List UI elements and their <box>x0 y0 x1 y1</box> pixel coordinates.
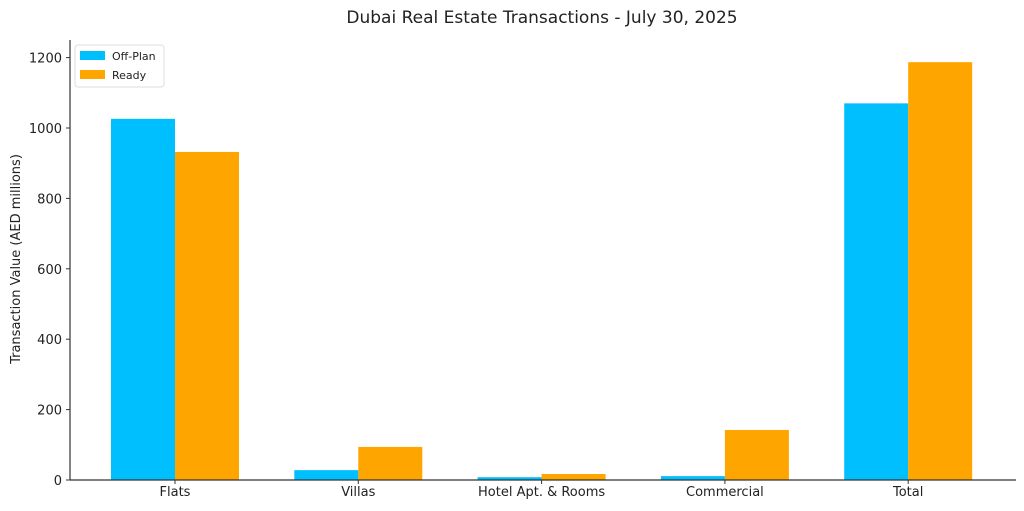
x-tick-label: Total <box>892 485 923 500</box>
y-tick-label: 0 <box>54 474 62 489</box>
x-tick-label: Villas <box>341 485 375 500</box>
bar-off-plan-3 <box>660 476 725 480</box>
bar-off-plan-2 <box>477 477 542 480</box>
y-tick-label: 800 <box>37 192 62 207</box>
legend-label: Ready <box>112 69 147 82</box>
bar-ready-1 <box>358 446 423 480</box>
bar-ready-3 <box>724 430 789 480</box>
bar-off-plan-4 <box>844 103 909 481</box>
y-axis-label: Transaction Value (AED millions) <box>9 154 24 365</box>
x-tick-label: Flats <box>160 485 191 500</box>
legend-swatch <box>80 70 105 79</box>
y-tick-label: 600 <box>37 263 62 278</box>
x-tick-label: Commercial <box>686 485 764 500</box>
legend-swatch <box>80 51 105 60</box>
bar-ready-0 <box>175 151 239 480</box>
y-tick-label: 200 <box>37 404 62 419</box>
bar-off-plan-0 <box>111 118 175 481</box>
legend-label: Off-Plan <box>112 50 156 63</box>
bar-ready-4 <box>908 62 973 481</box>
y-tick-label: 400 <box>37 333 62 348</box>
legend: Off-Plan Ready <box>74 44 165 88</box>
bar-ready-2 <box>541 474 606 480</box>
bar-off-plan-1 <box>294 470 359 480</box>
y-tick-label: 1200 <box>29 52 62 67</box>
y-tick-label: 1000 <box>29 122 62 137</box>
x-tick-label: Hotel Apt. & Rooms <box>478 485 605 500</box>
chart-title: Dubai Real Estate Transactions - July 30… <box>346 8 737 28</box>
